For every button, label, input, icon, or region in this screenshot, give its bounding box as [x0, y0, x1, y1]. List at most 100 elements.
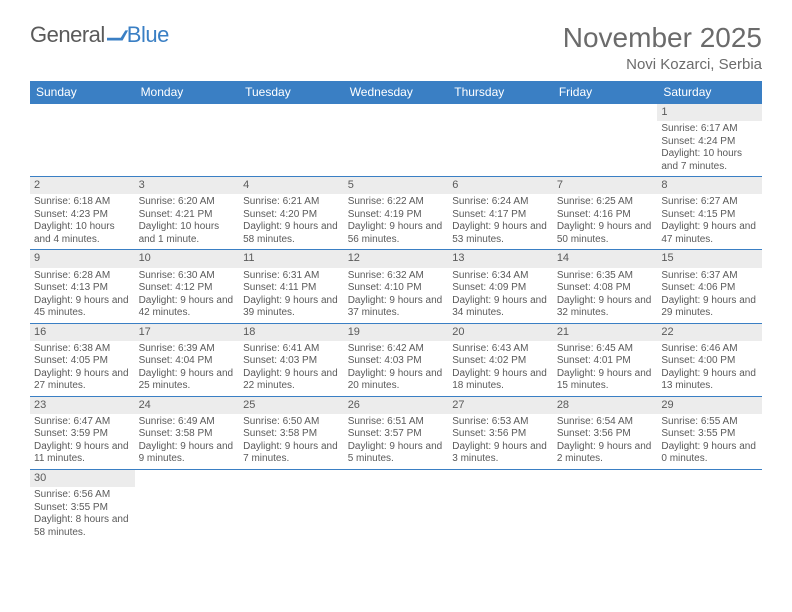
sunset-text: Sunset: 4:10 PM: [348, 282, 445, 295]
day-data: Sunrise: 6:32 AMSunset: 4:10 PMDaylight:…: [344, 268, 449, 323]
daylight-text: Daylight: 9 hours and 3 minutes.: [452, 441, 549, 466]
daylight-text: Daylight: 9 hours and 7 minutes.: [243, 441, 340, 466]
sunset-text: Sunset: 3:55 PM: [34, 502, 131, 515]
calendar-day-cell: 2Sunrise: 6:18 AMSunset: 4:23 PMDaylight…: [30, 177, 135, 250]
calendar-day-cell: [30, 104, 135, 177]
daylight-text: Daylight: 9 hours and 45 minutes.: [34, 295, 131, 320]
day-number: 4: [239, 177, 344, 194]
sunrise-text: Sunrise: 6:32 AM: [348, 270, 445, 283]
daylight-text: Daylight: 9 hours and 42 minutes.: [139, 295, 236, 320]
sunrise-text: Sunrise: 6:49 AM: [139, 416, 236, 429]
day-number: [344, 104, 449, 121]
day-data: Sunrise: 6:17 AMSunset: 4:24 PMDaylight:…: [657, 121, 762, 176]
sunrise-text: Sunrise: 6:24 AM: [452, 196, 549, 209]
day-number: 10: [135, 250, 240, 267]
logo-text-general: General: [30, 22, 105, 48]
sunset-text: Sunset: 4:24 PM: [661, 136, 758, 149]
daylight-text: Daylight: 9 hours and 13 minutes.: [661, 368, 758, 393]
day-number: 3: [135, 177, 240, 194]
day-number: [553, 470, 658, 487]
daylight-text: Daylight: 9 hours and 58 minutes.: [243, 221, 340, 246]
day-data: Sunrise: 6:18 AMSunset: 4:23 PMDaylight:…: [30, 194, 135, 249]
day-data: Sunrise: 6:35 AMSunset: 4:08 PMDaylight:…: [553, 268, 658, 323]
day-number: [239, 104, 344, 121]
day-number: 21: [553, 324, 658, 341]
day-data: Sunrise: 6:24 AMSunset: 4:17 PMDaylight:…: [448, 194, 553, 249]
calendar-week-row: 2Sunrise: 6:18 AMSunset: 4:23 PMDaylight…: [30, 177, 762, 250]
sunrise-text: Sunrise: 6:30 AM: [139, 270, 236, 283]
sunrise-text: Sunrise: 6:54 AM: [557, 416, 654, 429]
sunset-text: Sunset: 4:09 PM: [452, 282, 549, 295]
calendar-week-row: 23Sunrise: 6:47 AMSunset: 3:59 PMDayligh…: [30, 396, 762, 469]
calendar-day-cell: 7Sunrise: 6:25 AMSunset: 4:16 PMDaylight…: [553, 177, 658, 250]
day-number: 15: [657, 250, 762, 267]
sunset-text: Sunset: 4:02 PM: [452, 355, 549, 368]
sunrise-text: Sunrise: 6:47 AM: [34, 416, 131, 429]
daylight-text: Daylight: 9 hours and 37 minutes.: [348, 295, 445, 320]
sunrise-text: Sunrise: 6:27 AM: [661, 196, 758, 209]
calendar-day-cell: 16Sunrise: 6:38 AMSunset: 4:05 PMDayligh…: [30, 323, 135, 396]
day-number: 9: [30, 250, 135, 267]
location: Novi Kozarci, Serbia: [563, 56, 762, 73]
sunrise-text: Sunrise: 6:55 AM: [661, 416, 758, 429]
day-number: 29: [657, 397, 762, 414]
calendar-day-cell: 27Sunrise: 6:53 AMSunset: 3:56 PMDayligh…: [448, 396, 553, 469]
sunrise-text: Sunrise: 6:46 AM: [661, 343, 758, 356]
calendar-body: 1Sunrise: 6:17 AMSunset: 4:24 PMDaylight…: [30, 104, 762, 542]
calendar-day-cell: [344, 469, 449, 542]
weekday-header: Tuesday: [239, 81, 344, 104]
day-number: 18: [239, 324, 344, 341]
sunrise-text: Sunrise: 6:56 AM: [34, 489, 131, 502]
sunset-text: Sunset: 4:15 PM: [661, 209, 758, 222]
calendar-day-cell: 25Sunrise: 6:50 AMSunset: 3:58 PMDayligh…: [239, 396, 344, 469]
sunrise-text: Sunrise: 6:38 AM: [34, 343, 131, 356]
day-number: 24: [135, 397, 240, 414]
title-block: November 2025 Novi Kozarci, Serbia: [563, 22, 762, 73]
sunset-text: Sunset: 4:03 PM: [243, 355, 340, 368]
daylight-text: Daylight: 8 hours and 58 minutes.: [34, 514, 131, 539]
day-number: 13: [448, 250, 553, 267]
sunset-text: Sunset: 4:21 PM: [139, 209, 236, 222]
calendar-day-cell: [344, 104, 449, 177]
daylight-text: Daylight: 9 hours and 0 minutes.: [661, 441, 758, 466]
daylight-text: Daylight: 9 hours and 11 minutes.: [34, 441, 131, 466]
daylight-text: Daylight: 9 hours and 27 minutes.: [34, 368, 131, 393]
logo: General Blue: [30, 22, 169, 48]
day-number: 1: [657, 104, 762, 121]
sunset-text: Sunset: 3:59 PM: [34, 428, 131, 441]
day-data: Sunrise: 6:31 AMSunset: 4:11 PMDaylight:…: [239, 268, 344, 323]
calendar-page: General Blue November 2025 Novi Kozarci,…: [0, 0, 792, 552]
day-data: Sunrise: 6:37 AMSunset: 4:06 PMDaylight:…: [657, 268, 762, 323]
calendar-day-cell: [553, 104, 658, 177]
sunset-text: Sunset: 4:19 PM: [348, 209, 445, 222]
calendar-day-cell: 17Sunrise: 6:39 AMSunset: 4:04 PMDayligh…: [135, 323, 240, 396]
day-number: [239, 470, 344, 487]
sunrise-text: Sunrise: 6:39 AM: [139, 343, 236, 356]
weekday-header: Saturday: [657, 81, 762, 104]
day-number: 26: [344, 397, 449, 414]
day-data: Sunrise: 6:51 AMSunset: 3:57 PMDaylight:…: [344, 414, 449, 469]
sunrise-text: Sunrise: 6:18 AM: [34, 196, 131, 209]
daylight-text: Daylight: 9 hours and 22 minutes.: [243, 368, 340, 393]
day-number: [344, 470, 449, 487]
daylight-text: Daylight: 9 hours and 25 minutes.: [139, 368, 236, 393]
daylight-text: Daylight: 9 hours and 5 minutes.: [348, 441, 445, 466]
day-number: 28: [553, 397, 658, 414]
calendar-day-cell: 18Sunrise: 6:41 AMSunset: 4:03 PMDayligh…: [239, 323, 344, 396]
calendar-day-cell: [239, 469, 344, 542]
day-number: 30: [30, 470, 135, 487]
sunset-text: Sunset: 3:56 PM: [557, 428, 654, 441]
weekday-header: Friday: [553, 81, 658, 104]
daylight-text: Daylight: 9 hours and 20 minutes.: [348, 368, 445, 393]
daylight-text: Daylight: 9 hours and 9 minutes.: [139, 441, 236, 466]
sunrise-text: Sunrise: 6:28 AM: [34, 270, 131, 283]
sunrise-text: Sunrise: 6:25 AM: [557, 196, 654, 209]
daylight-text: Daylight: 9 hours and 15 minutes.: [557, 368, 654, 393]
calendar-day-cell: 12Sunrise: 6:32 AMSunset: 4:10 PMDayligh…: [344, 250, 449, 323]
day-number: 8: [657, 177, 762, 194]
calendar-day-cell: 14Sunrise: 6:35 AMSunset: 4:08 PMDayligh…: [553, 250, 658, 323]
sunset-text: Sunset: 4:00 PM: [661, 355, 758, 368]
day-number: 17: [135, 324, 240, 341]
day-data: Sunrise: 6:41 AMSunset: 4:03 PMDaylight:…: [239, 341, 344, 396]
sunset-text: Sunset: 4:06 PM: [661, 282, 758, 295]
